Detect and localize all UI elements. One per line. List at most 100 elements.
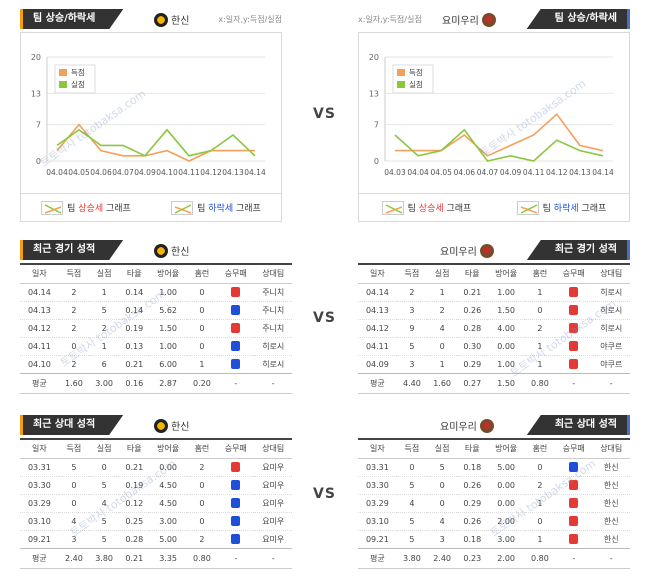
right-recent-title: 최근 경기 성적 [526,240,630,260]
table-cell: 1 [427,355,458,374]
table-cell: 1 [524,530,556,549]
table-cell: 04.12 [20,319,59,338]
table-cell: 0 [427,476,458,495]
table-cell: 4 [58,512,90,531]
table-cell: - [254,547,292,569]
y-tick-label: 7 [36,121,41,130]
x-tick-label: 04.09 [500,168,522,177]
table-cell: 04.09 [358,355,397,374]
right-recent-table: 일자 득점 실점 타율 방어율 홈런 승무패 상대팀 04.14 2 1 0.21 1.00 1 히로시 0… [358,263,630,394]
left-h2h-title: 최근 상대 성적 [20,415,123,435]
table-cell: - [254,372,292,394]
left-trend-panel: 팀 상승/하락세 한신 x:일자,y:득점/실점 0 7 13 20 04.04 04.0… [20,6,282,222]
x-tick-label: 04.04 [46,168,68,177]
legend-label: 득점 [409,67,423,77]
left-h2h-table: 일자 득점 실점 타율 방어율 홈런 승무패 상대팀 03.31 5 0 0.21 0.00 2 요미우 0… [20,438,292,569]
table-cell: 2 [524,476,556,495]
table-cell: 04.14 [358,283,397,302]
tigers-logo-icon [154,12,168,27]
table-cell: 0.00 [149,458,187,477]
trend-down-icon [171,200,194,215]
average-row: 평균 1.60 3.00 0.16 2.87 0.20- - [20,372,292,394]
table-cell: 2.87 [149,372,187,394]
x-tick-label: 04.09 [134,168,156,177]
x-tick-label: 04.07 [477,168,499,177]
table-cell: 1 [524,494,556,513]
left-h2h-header: 최근 상대 성적 한신 [20,412,292,438]
x-tick-label: 04.04 [407,168,429,177]
right-trend-title: 팀 상승/하락세 [526,9,630,29]
table-cell: 0.29 [457,355,488,374]
right-trend-legend: 팀 상승세 그래프 팀 하락세 그래프 [358,194,630,222]
vs-label-h2h: VS [313,486,336,502]
result-cell [555,476,593,495]
table-cell: 0 [524,512,556,531]
loss-badge-icon [569,305,579,315]
table-cell: 3.00 [487,530,525,549]
right-trend-chart: 0 7 13 20 04.03 04.04 04.05 04.06 04.07 04.09 04.1… [358,32,630,194]
table-cell: 0 [186,319,218,338]
y-tick-label: 0 [374,157,379,166]
column-header: 일자 [20,263,59,284]
table-row: 03.31 5 0 0.21 0.00 2 요미우 [20,458,292,477]
table-cell: 5 [89,301,120,320]
table-cell: 0.80 [186,547,218,569]
table-cell: 4.40 [396,372,428,394]
table-cell: 0.23 [457,547,488,569]
table-cell: 0.00 [487,476,525,495]
table-cell: 4 [396,494,428,513]
column-header: 타율 [119,263,150,284]
table-cell: 주니치 [254,319,292,338]
table-cell: 03.31 [20,458,59,477]
table-cell: 0.18 [457,530,488,549]
table-cell: 5 [396,476,428,495]
right-legend-up: 팀 상승세 그래프 [381,200,471,215]
table-cell: 히로시 [592,301,630,320]
column-header: 득점 [396,263,428,284]
right-trend-header: x:일자,y:득점/실점 요미우리 팀 상승/하락세 [358,6,630,32]
series-line-득점 [395,113,604,157]
legend-swatch [59,81,67,88]
table-cell: 2 [58,319,90,338]
table-cell: - [555,547,593,569]
trend-down-icon [516,200,539,215]
result-cell [217,355,255,374]
table-cell: 5.00 [149,530,187,549]
table-cell: 09.21 [358,530,397,549]
table-cell: 1.00 [487,283,525,302]
table-cell: 3 [396,355,428,374]
x-tick-label: 04.13 [569,168,591,177]
loss-badge-icon [231,287,241,297]
y-tick-label: 20 [31,53,41,62]
series-line-실점 [394,128,604,162]
left-recent-title: 최근 경기 성적 [20,240,123,260]
loss-badge-icon [569,359,579,369]
table-cell: 0.18 [457,458,488,477]
table-cell: 0.26 [457,301,488,320]
result-cell [217,283,255,302]
table-cell: 03.31 [358,458,397,477]
result-cell [555,530,593,549]
table-cell: - [592,547,630,569]
table-cell: 09.21 [20,530,59,549]
table-cell: 1.50 [487,372,525,394]
table-cell: 1.50 [149,319,187,338]
table-cell: 0.26 [457,476,488,495]
giants-logo-icon [481,12,496,27]
loss-badge-icon [569,516,579,526]
table-cell: 0.19 [119,319,150,338]
result-cell [555,283,593,302]
left-legend-down: 팀 하락세 그래프 [171,200,261,215]
table-cell: 0 [186,476,218,495]
column-header: 타율 [457,438,488,459]
right-trend-panel: x:일자,y:득점/실점 요미우리 팀 상승/하락세 0 7 13 20 04.03 04… [358,6,630,222]
column-header: 홈런 [186,438,218,459]
win-badge-icon [231,534,241,544]
table-cell: 요미우 [254,494,292,513]
vs-label-recent: VS [313,310,336,326]
table-cell: 0.28 [457,319,488,338]
column-header: 일자 [358,438,397,459]
legend-swatch [397,81,405,88]
table-cell: 0.13 [119,337,150,356]
